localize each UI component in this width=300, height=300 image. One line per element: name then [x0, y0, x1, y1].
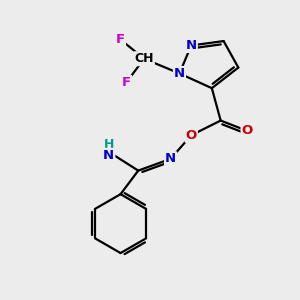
Text: F: F [116, 33, 125, 46]
Text: F: F [122, 76, 131, 89]
Text: N: N [186, 39, 197, 52]
Text: N: N [103, 149, 114, 162]
Text: H: H [103, 138, 114, 151]
Text: CH: CH [134, 52, 154, 65]
Text: N: N [165, 152, 176, 165]
Text: O: O [242, 124, 253, 137]
Text: O: O [186, 129, 197, 142]
Text: N: N [174, 67, 185, 80]
